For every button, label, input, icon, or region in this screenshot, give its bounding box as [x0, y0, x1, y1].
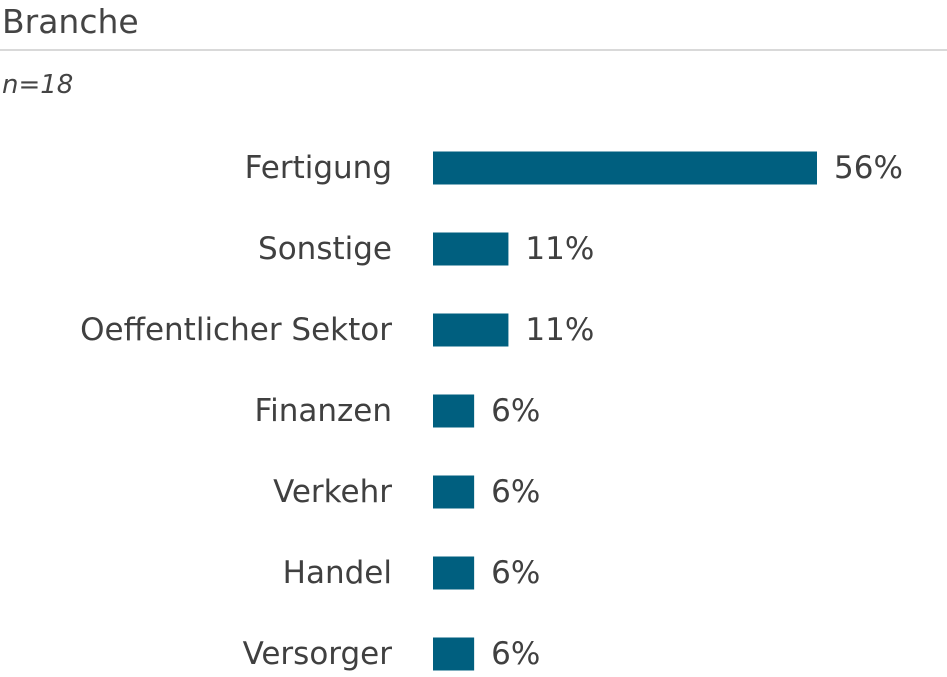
- value-label: 6%: [491, 474, 540, 510]
- value-label: 56%: [834, 150, 903, 186]
- value-label: 11%: [525, 231, 594, 267]
- bar: [433, 556, 475, 590]
- value-label: 6%: [491, 393, 540, 429]
- value-label: 6%: [491, 636, 540, 672]
- value-label: 6%: [491, 555, 540, 591]
- category-label: Oeffentlicher Sektor: [80, 312, 392, 348]
- category-label: Fertigung: [245, 150, 392, 186]
- sample-size-note: n=18: [2, 70, 74, 100]
- chart-title: Branche: [2, 2, 139, 41]
- category-label: Finanzen: [255, 393, 392, 429]
- bar: [433, 151, 817, 185]
- bar: [433, 637, 475, 671]
- category-label: Sonstige: [258, 231, 392, 267]
- category-label: Versorger: [243, 636, 393, 672]
- category-label: Verkehr: [273, 474, 392, 510]
- bar: [433, 475, 475, 509]
- value-label: 11%: [525, 312, 594, 348]
- title-divider: [0, 49, 947, 51]
- category-label: Handel: [283, 555, 392, 591]
- bar: [433, 232, 509, 266]
- bar: [433, 394, 475, 428]
- bar: [433, 313, 509, 347]
